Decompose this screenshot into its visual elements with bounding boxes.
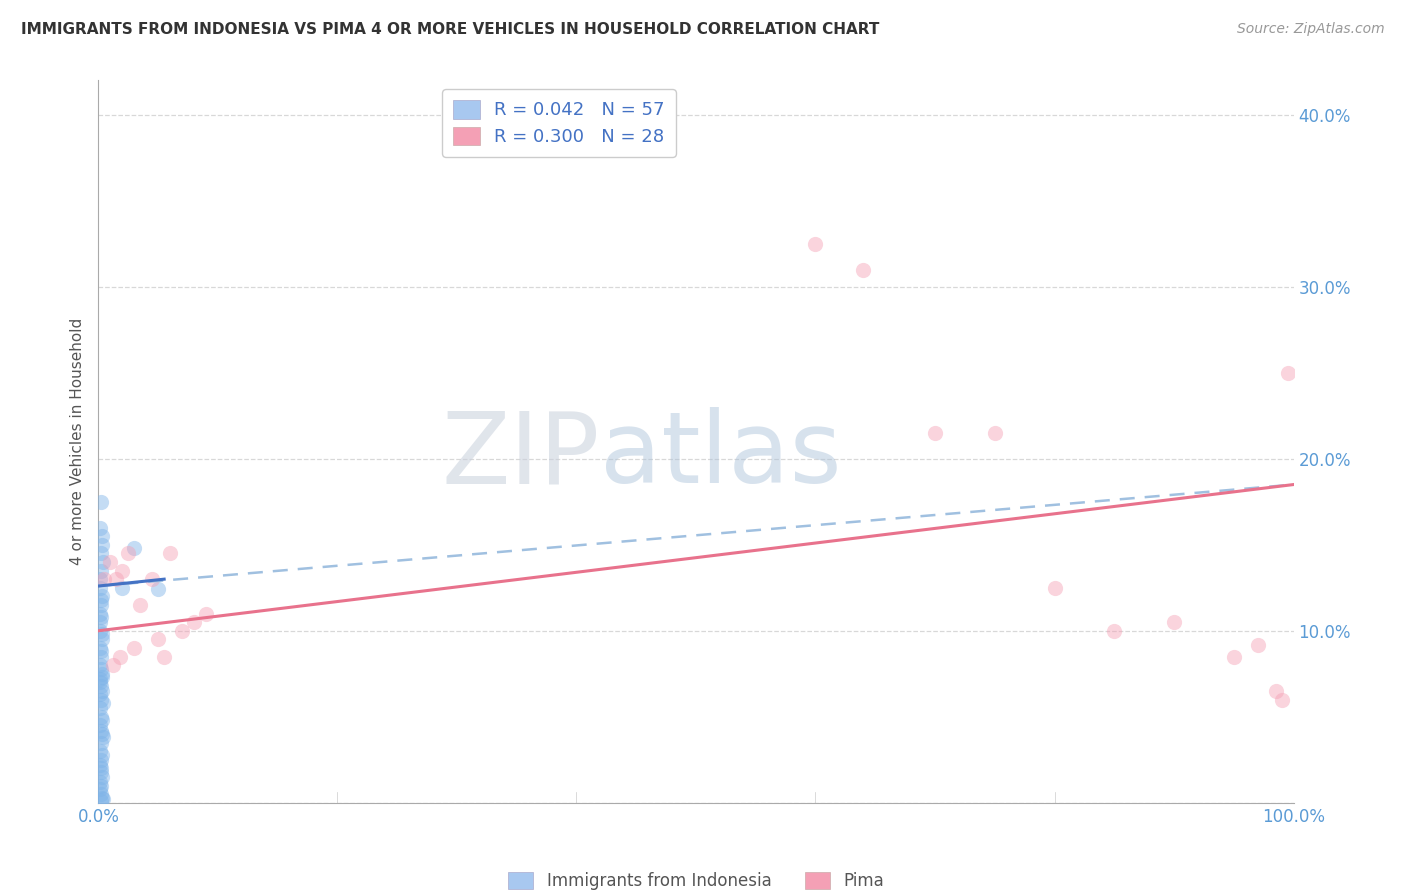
Point: [159, 546, 181, 560]
Y-axis label: 4 or more Vehicles in Household: 4 or more Vehicles in Household: [69, 318, 84, 566]
Point: [90, 764, 112, 779]
Point: [89, 520, 111, 534]
Point: [91, 529, 114, 543]
Point: [148, 632, 170, 647]
Point: [90, 610, 112, 624]
Point: [91, 590, 114, 604]
Point: [141, 572, 163, 586]
Point: [98, 555, 122, 569]
Point: [1104, 624, 1126, 638]
Point: [89, 607, 111, 621]
Point: [91, 790, 114, 805]
Point: [148, 582, 170, 597]
Point: [90, 710, 112, 724]
Point: [1223, 649, 1246, 664]
Point: [129, 598, 152, 612]
Point: [93, 572, 115, 586]
Point: [90, 564, 112, 578]
Point: [90, 692, 112, 706]
Point: [124, 640, 146, 655]
Point: [91, 696, 114, 710]
Point: [153, 649, 176, 664]
Point: [89, 782, 111, 797]
Point: [91, 713, 114, 727]
Point: [1247, 638, 1270, 652]
Point: [89, 775, 111, 789]
Point: [91, 538, 114, 552]
Point: [924, 425, 946, 440]
Point: [111, 581, 134, 595]
Point: [91, 770, 114, 784]
Point: [1163, 615, 1185, 630]
Point: [117, 546, 139, 560]
Point: [1277, 366, 1299, 380]
Point: [90, 649, 112, 664]
Point: [101, 658, 124, 673]
Point: [91, 632, 114, 647]
Text: atlas: atlas: [600, 408, 842, 505]
Point: [89, 675, 111, 690]
Point: [804, 236, 827, 251]
Point: [1271, 692, 1294, 706]
Text: ZIP: ZIP: [441, 408, 600, 505]
Point: [89, 672, 111, 686]
Point: [108, 649, 131, 664]
Point: [105, 572, 128, 586]
Point: [89, 581, 111, 595]
Point: [852, 262, 875, 277]
Point: [89, 640, 111, 655]
Point: [89, 718, 111, 732]
Point: [89, 615, 111, 630]
Point: [111, 564, 134, 578]
Point: [183, 615, 205, 630]
Point: [90, 598, 112, 612]
Point: [90, 794, 112, 808]
Point: [1043, 581, 1066, 595]
Point: [90, 761, 112, 775]
Point: [91, 555, 114, 569]
Point: [91, 727, 114, 741]
Point: [984, 425, 1007, 440]
Point: [89, 687, 111, 701]
Point: [91, 627, 114, 641]
Point: [91, 684, 114, 698]
Point: [90, 779, 112, 793]
Point: [91, 670, 114, 684]
Point: [90, 787, 112, 801]
Point: [90, 735, 112, 749]
Point: [89, 624, 111, 638]
Point: [90, 679, 112, 693]
Point: [89, 758, 111, 772]
Point: [90, 723, 112, 738]
Point: [195, 607, 218, 621]
Point: [91, 731, 114, 745]
Point: [1264, 684, 1286, 698]
Point: [90, 753, 112, 767]
Point: [91, 792, 114, 806]
Point: [91, 666, 114, 681]
Point: [89, 658, 111, 673]
Point: [91, 747, 114, 762]
Point: [90, 662, 112, 676]
Point: [89, 701, 111, 715]
Text: IMMIGRANTS FROM INDONESIA VS PIMA 4 OR MORE VEHICLES IN HOUSEHOLD CORRELATION CH: IMMIGRANTS FROM INDONESIA VS PIMA 4 OR M…: [21, 22, 880, 37]
Point: [89, 744, 111, 758]
Point: [124, 541, 146, 556]
Point: [90, 546, 112, 560]
Legend: Immigrants from Indonesia, Pima: Immigrants from Indonesia, Pima: [498, 862, 894, 892]
Point: [90, 494, 112, 508]
Point: [172, 624, 194, 638]
Point: [90, 592, 112, 607]
Text: Source: ZipAtlas.com: Source: ZipAtlas.com: [1237, 22, 1385, 37]
Point: [89, 572, 111, 586]
Point: [90, 644, 112, 658]
